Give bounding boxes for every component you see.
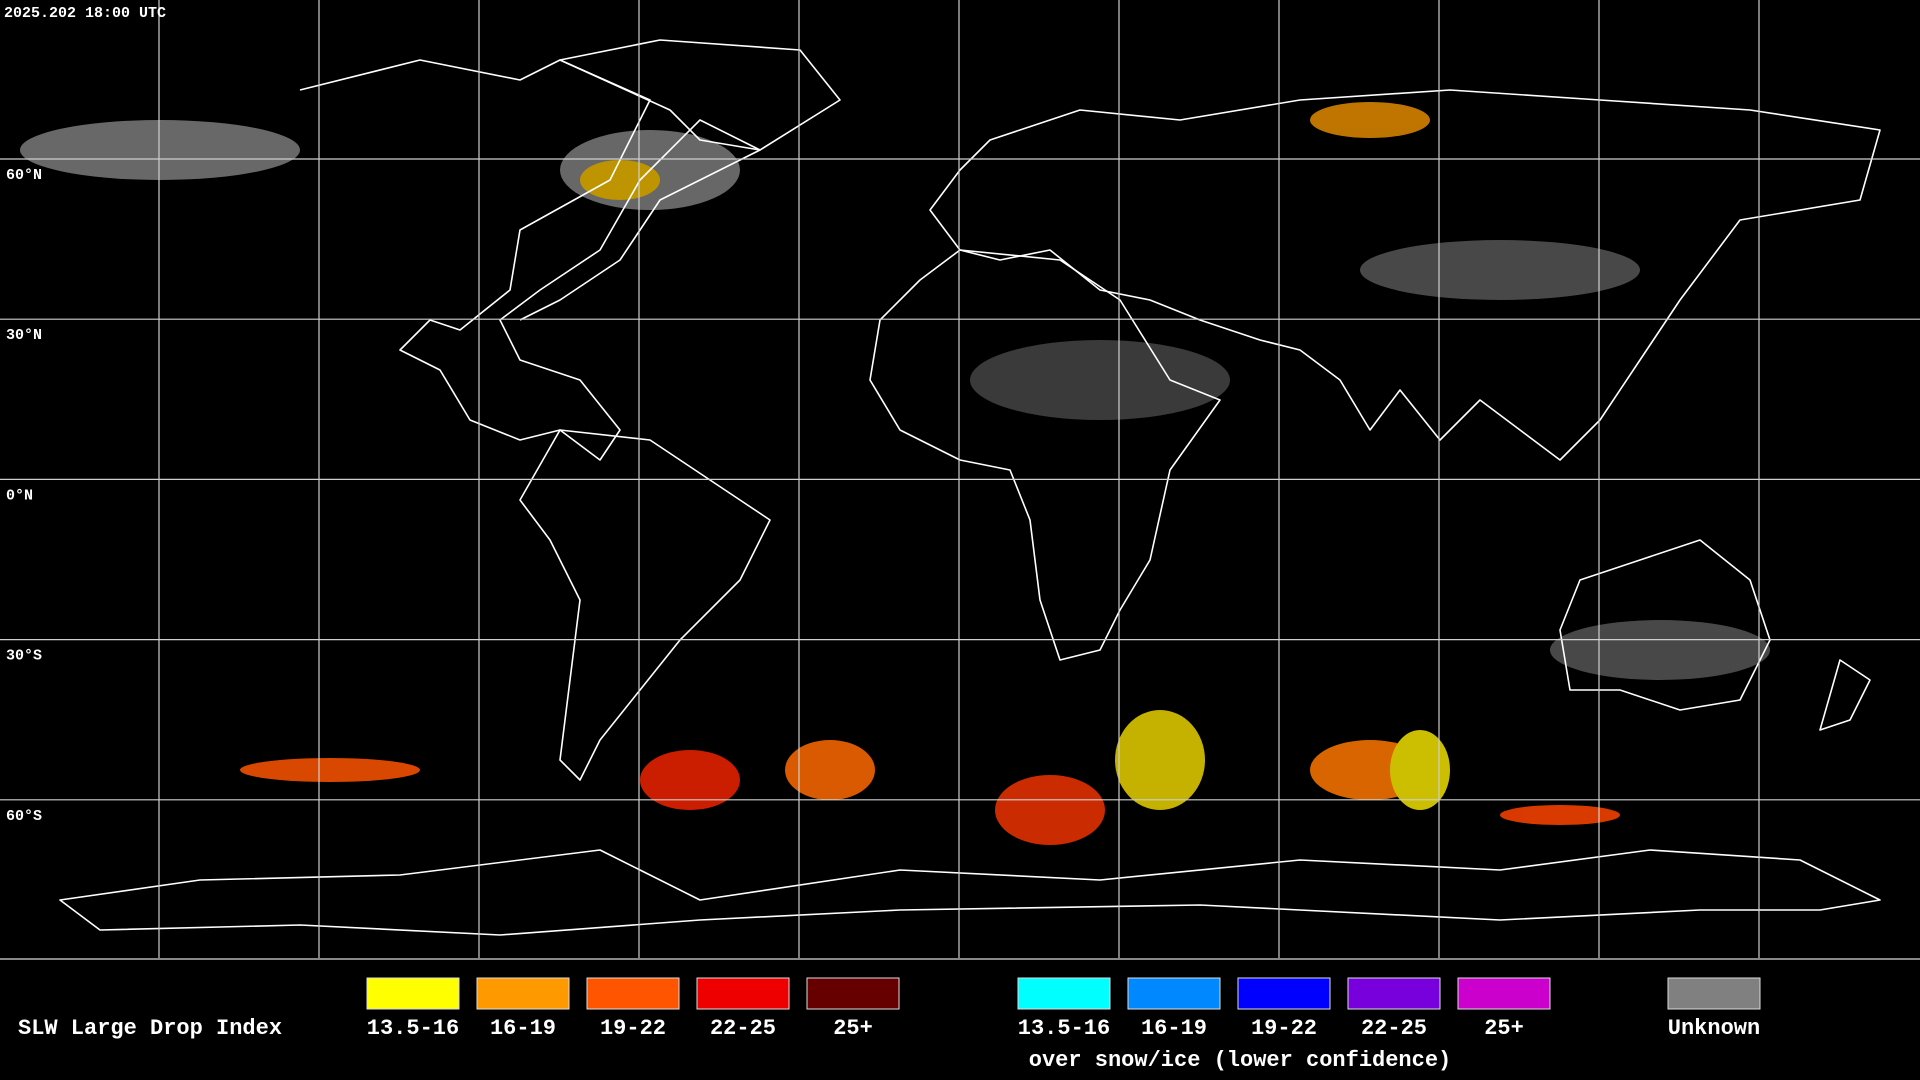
legend-label: 22-25: [1361, 1016, 1427, 1041]
legend-swatch: [366, 977, 460, 1010]
legend-swatch: [1667, 977, 1761, 1010]
legend-label: 19-22: [1251, 1016, 1317, 1041]
legend-swatch: [1347, 977, 1441, 1010]
legend-label: 25+: [833, 1016, 873, 1041]
legend-label: Unknown: [1668, 1016, 1760, 1041]
legend-swatch: [696, 977, 790, 1010]
timestamp: 2025.202 18:00 UTC: [4, 5, 166, 22]
legend-swatch: [806, 977, 900, 1010]
legend-label: 13.5-16: [367, 1016, 459, 1041]
latitude-label: 0°N: [6, 487, 33, 504]
legend-label: 19-22: [600, 1016, 666, 1041]
legend-swatch: [586, 977, 680, 1010]
cloud-field: [20, 102, 1770, 845]
legend-label: 16-19: [490, 1016, 556, 1041]
latitude-label: 60°N: [6, 167, 42, 184]
legend: 13.5-16 16-19 19-22 22-25 25+ 13.5-16 16-19 19-…: [366, 977, 1761, 1041]
legend-swatch: [1127, 977, 1221, 1010]
snow-note: over snow/ice (lower confidence): [1029, 1048, 1451, 1073]
legend-title: SLW Large Drop Index: [18, 1016, 282, 1041]
graticule: 60°N 30°N 0°N 30°S 60°S: [0, 0, 1920, 958]
latitude-label: 60°S: [6, 808, 42, 825]
latitude-label: 30°S: [6, 648, 42, 665]
legend-label: 22-25: [710, 1016, 776, 1041]
legend-swatch: [476, 977, 570, 1010]
legend-label: 13.5-16: [1018, 1016, 1110, 1041]
coastlines: [59, 39, 1881, 936]
legend-swatch: [1457, 977, 1551, 1010]
legend-label: 25+: [1484, 1016, 1524, 1041]
latitude-label: 30°N: [6, 327, 42, 344]
legend-label: 16-19: [1141, 1016, 1207, 1041]
legend-swatch: [1237, 977, 1331, 1010]
legend-swatch: [1017, 977, 1111, 1010]
map-border: [0, 958, 1920, 960]
